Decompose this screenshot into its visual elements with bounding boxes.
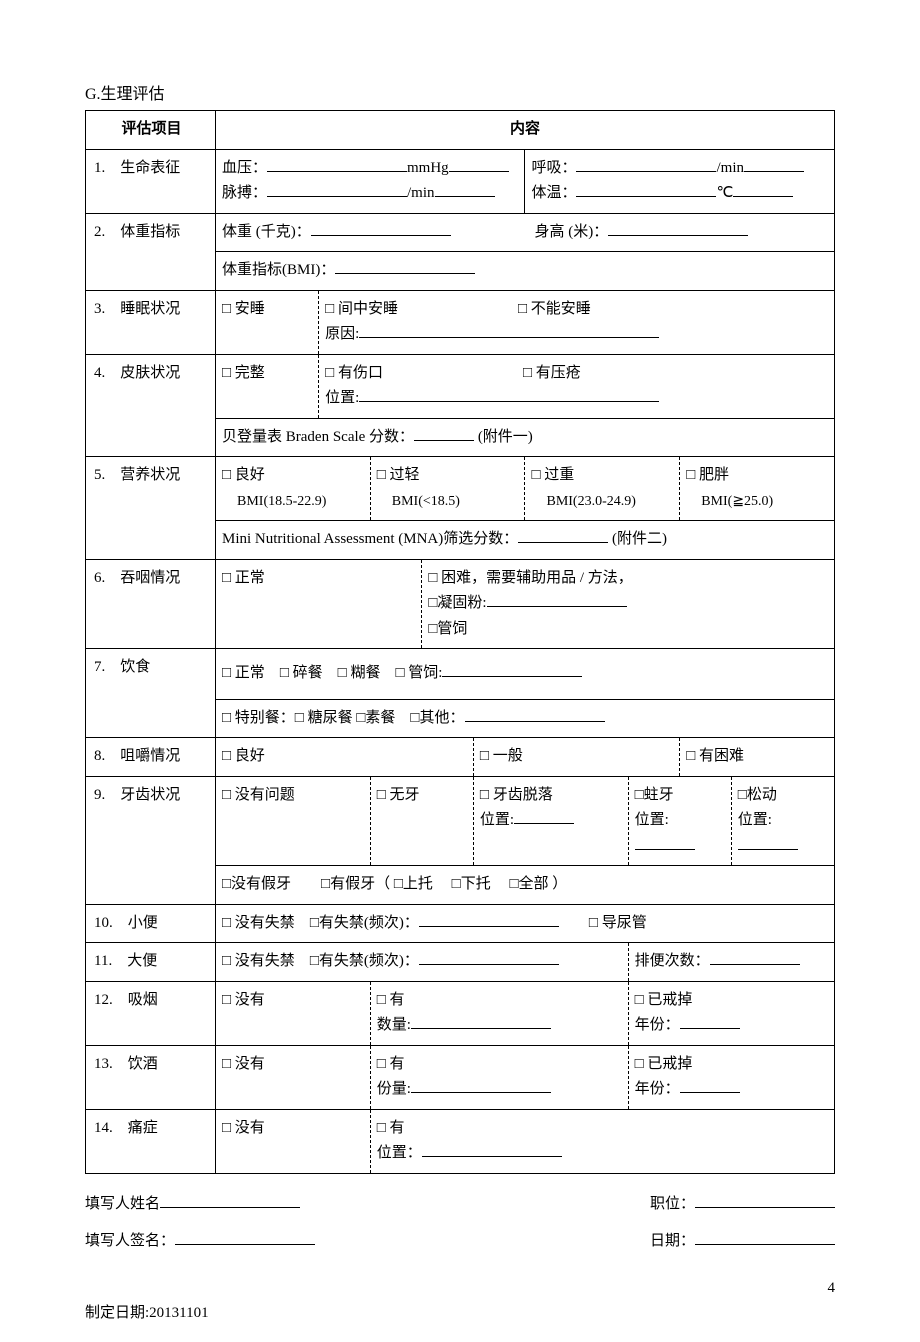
row3-label: 3. 睡眠状况 (86, 290, 216, 354)
row10[interactable]: □ 没有失禁 □有失禁(频次)： □ 导尿管 (216, 904, 835, 943)
row12-b[interactable]: □ 有数量: (370, 981, 628, 1045)
row2-label: 2. 体重指标 (86, 213, 216, 252)
row1-label: 1. 生命表征 (86, 149, 216, 213)
row8-a[interactable]: □ 良好 (216, 738, 474, 777)
row9-a[interactable]: □ 没有问题 (216, 776, 371, 866)
row6-a[interactable]: □ 正常 (216, 559, 422, 649)
page-number: 4 (85, 1280, 835, 1297)
row13-label: 13. 饮酒 (86, 1045, 216, 1109)
row7-sp[interactable]: □ 特别餐：□ 糖尿餐 □素餐 □其他： (216, 699, 835, 738)
row5-d[interactable]: □ 肥胖 BMI(≧25.0) (680, 457, 835, 521)
row11-c[interactable]: 排便次数： (628, 943, 834, 982)
row5-b[interactable]: □ 过轻 BMI(<18.5) (370, 457, 525, 521)
row12-a[interactable]: □ 没有 (216, 981, 371, 1045)
row8-b[interactable]: □ 一般 (473, 738, 679, 777)
row12-label: 12. 吸烟 (86, 981, 216, 1045)
row5-c[interactable]: □ 过重 BMI(23.0-24.9) (525, 457, 680, 521)
row9-c[interactable]: □ 牙齿脱落位置: (473, 776, 628, 866)
row4-label: 4. 皮肤状况 (86, 354, 216, 418)
header-content: 内容 (216, 111, 835, 150)
row6-label: 6. 吞咽情况 (86, 559, 216, 649)
row14-label: 14. 痛症 (86, 1109, 216, 1173)
filler-name-label: 填写人姓名 (85, 1196, 160, 1212)
header-item: 评估项目 (86, 111, 216, 150)
row2-a: 体重 (千克)： 身高 (米)： (216, 213, 835, 252)
row7-a[interactable]: □ 正常 □ 碎餐 □ 糊餐 □ 管饲: (216, 649, 835, 700)
row1-right: 呼吸：/min 体温：℃ (525, 149, 835, 213)
row8-c[interactable]: □ 有困难 (680, 738, 835, 777)
row2-b: 体重指标(BMI)： (216, 252, 835, 291)
row13-c[interactable]: □ 已戒掉年份： (628, 1045, 834, 1109)
row8-label: 8. 咀嚼情况 (86, 738, 216, 777)
row9-denture[interactable]: □没有假牙 □有假牙（ □上托 □下托 □全部 ） (216, 866, 835, 905)
row5-label: 5. 营养状况 (86, 457, 216, 521)
row9-e[interactable]: □松动位置: (731, 776, 834, 866)
row4-b[interactable]: □ 有伤口□ 有压疮 位置: (319, 354, 835, 418)
row3-a[interactable]: □ 安睡 (216, 290, 319, 354)
row4-a[interactable]: □ 完整 (216, 354, 319, 418)
row10-label: 10. 小便 (86, 904, 216, 943)
row7-label: 7. 饮食 (86, 649, 216, 700)
row5-mna: Mini Nutritional Assessment (MNA)筛选分数： (… (216, 521, 835, 560)
row13-a[interactable]: □ 没有 (216, 1045, 371, 1109)
date-label: 日期： (650, 1233, 695, 1249)
row9-b[interactable]: □ 无牙 (370, 776, 473, 866)
row12-c[interactable]: □ 已戒掉年份： (628, 981, 834, 1045)
position-label: 职位： (650, 1196, 695, 1212)
signature-label: 填写人签名： (85, 1233, 175, 1249)
row11-label: 11. 大便 (86, 943, 216, 982)
row14-a[interactable]: □ 没有 (216, 1109, 371, 1173)
footer: 填写人姓名 职位： 填写人签名： 日期： (85, 1192, 835, 1250)
row9-d[interactable]: □蛀牙位置: (628, 776, 731, 866)
row14-b[interactable]: □ 有位置： (370, 1109, 834, 1173)
row3-b[interactable]: □ 间中安睡□ 不能安睡 原因: (319, 290, 835, 354)
row11-a[interactable]: □ 没有失禁 □有失禁(频次)： (216, 943, 629, 982)
section-title: G.生理评估 (85, 80, 835, 104)
row6-b[interactable]: □ 困难，需要辅助用品 / 方法， □凝固粉: □管饲 (422, 559, 835, 649)
row9-label: 9. 牙齿状况 (86, 776, 216, 866)
row1-left: 血压：mmHg 脉搏：/min (216, 149, 525, 213)
row13-b[interactable]: □ 有份量: (370, 1045, 628, 1109)
assessment-table: 评估项目 内容 1. 生命表征 血压：mmHg 脉搏：/min 呼吸：/min … (85, 110, 835, 1174)
row4-braden: 贝登量表 Braden Scale 分数： (附件一) (216, 418, 835, 457)
footer-date: 制定日期:20131101 (85, 1301, 835, 1322)
row5-a[interactable]: □ 良好 BMI(18.5-22.9) (216, 457, 371, 521)
